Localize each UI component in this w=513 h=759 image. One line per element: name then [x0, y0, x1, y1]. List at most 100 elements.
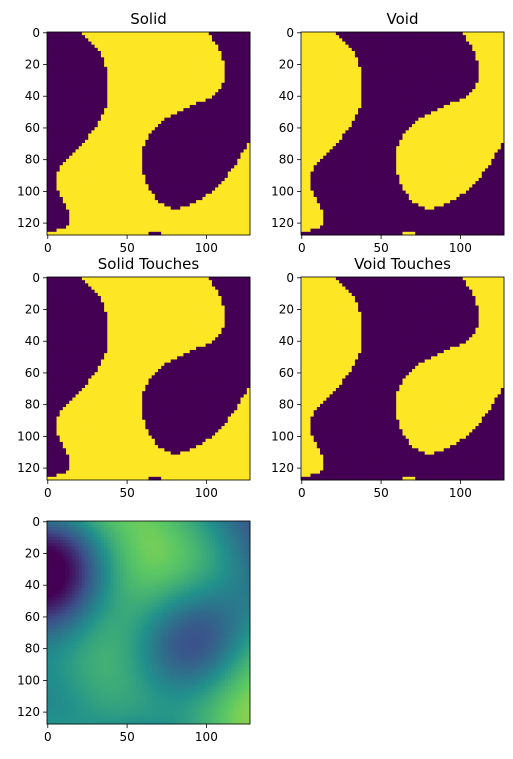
heatmap-cell — [177, 231, 181, 236]
heatmap-cell — [205, 165, 210, 169]
heatmap-cell — [227, 168, 232, 172]
heatmap-cell — [113, 111, 118, 115]
heatmap-cell — [100, 51, 105, 55]
heatmap-cell — [189, 32, 194, 36]
heatmap-cell — [59, 206, 64, 211]
heatmap-cell — [218, 117, 222, 122]
heatmap-cell — [243, 158, 248, 163]
heatmap-cell — [227, 187, 232, 191]
heatmap-cell — [326, 35, 330, 39]
heatmap-cell — [224, 136, 229, 141]
heatmap-cell — [205, 184, 210, 188]
heatmap-cell — [164, 225, 168, 230]
heatmap-cell — [211, 108, 216, 112]
heatmap-cell — [243, 38, 248, 42]
heatmap-cell — [119, 219, 124, 223]
heatmap-cell — [465, 57, 470, 61]
heatmap-cell — [59, 117, 64, 122]
heatmap-cell — [116, 32, 121, 36]
heatmap-cell — [158, 206, 162, 211]
heatmap-cell — [230, 108, 235, 112]
heatmap-cell — [138, 130, 143, 134]
heatmap-cell — [246, 139, 251, 144]
heatmap-cell — [116, 187, 121, 191]
heatmap-cell — [119, 70, 124, 74]
heatmap-cell — [170, 136, 175, 141]
heatmap-cell — [72, 130, 76, 134]
heatmap-cell — [237, 139, 241, 144]
heatmap-cell — [170, 120, 175, 125]
heatmap-cell — [186, 76, 191, 80]
heatmap-cell — [69, 158, 73, 163]
heatmap-cell — [481, 51, 486, 55]
heatmap-cell — [88, 89, 92, 93]
heatmap-cell — [47, 177, 51, 182]
heatmap-cell — [205, 158, 210, 163]
heatmap-cell — [158, 57, 162, 61]
heatmap-cell — [135, 117, 140, 122]
heatmap-cell — [59, 200, 64, 204]
heatmap-cell — [56, 177, 61, 182]
heatmap-cell — [339, 44, 343, 49]
heatmap-cell — [47, 206, 51, 211]
heatmap-cell — [104, 174, 108, 179]
heatmap-cell — [75, 104, 80, 109]
heatmap-cell — [246, 209, 251, 214]
heatmap-cell — [138, 51, 143, 55]
heatmap-cell — [218, 165, 222, 169]
heatmap-cell — [424, 70, 429, 74]
heatmap-cell — [246, 98, 251, 103]
heatmap-cell — [189, 44, 194, 49]
heatmap-cell — [313, 54, 318, 58]
heatmap-cell — [434, 60, 438, 65]
heatmap-cell — [227, 66, 232, 71]
heatmap-cell — [72, 66, 76, 71]
heatmap-cell — [202, 98, 206, 103]
heatmap-cell — [170, 92, 175, 96]
heatmap-cell — [62, 51, 67, 55]
heatmap-cell — [196, 203, 200, 207]
heatmap-cell — [59, 79, 64, 84]
heatmap-cell — [329, 63, 334, 68]
heatmap-cell — [208, 92, 213, 96]
heatmap-cell — [180, 146, 184, 150]
heatmap-cell — [434, 57, 438, 61]
heatmap-cell — [221, 127, 226, 131]
heatmap-cell — [161, 104, 165, 109]
heatmap-cell — [196, 209, 200, 214]
heatmap-cell — [183, 158, 187, 163]
heatmap-cell — [304, 47, 308, 52]
heatmap-cell — [123, 54, 127, 58]
heatmap-cell — [202, 165, 206, 169]
heatmap-cell — [389, 38, 394, 42]
heatmap-cell — [469, 32, 473, 36]
heatmap-cell — [227, 108, 232, 112]
heatmap-cell — [173, 89, 178, 93]
heatmap-cell — [183, 117, 187, 122]
heatmap-cell — [148, 165, 153, 169]
heatmap-cell — [81, 171, 86, 176]
heatmap-cell — [224, 219, 229, 223]
heatmap-cell — [104, 120, 108, 125]
heatmap-cell — [472, 54, 476, 58]
heatmap-cell — [167, 190, 172, 195]
heatmap-cell — [167, 171, 172, 176]
heatmap-cell — [234, 196, 238, 201]
heatmap-cell — [173, 111, 178, 115]
heatmap-cell — [491, 57, 495, 61]
heatmap-cell — [240, 130, 245, 134]
heatmap-cell — [53, 196, 57, 201]
heatmap-cell — [148, 184, 153, 188]
heatmap-cell — [367, 44, 372, 49]
heatmap-cell — [50, 222, 54, 226]
heatmap-cell — [316, 70, 321, 74]
heatmap-cell — [405, 41, 410, 46]
heatmap-cell — [126, 54, 130, 58]
heatmap-cell — [138, 193, 143, 198]
heatmap-cell — [132, 184, 137, 188]
heatmap-cell — [132, 155, 137, 160]
heatmap-cell — [491, 63, 495, 68]
heatmap-cell — [151, 79, 156, 84]
heatmap-cell — [173, 70, 178, 74]
heatmap-cell — [91, 190, 95, 195]
